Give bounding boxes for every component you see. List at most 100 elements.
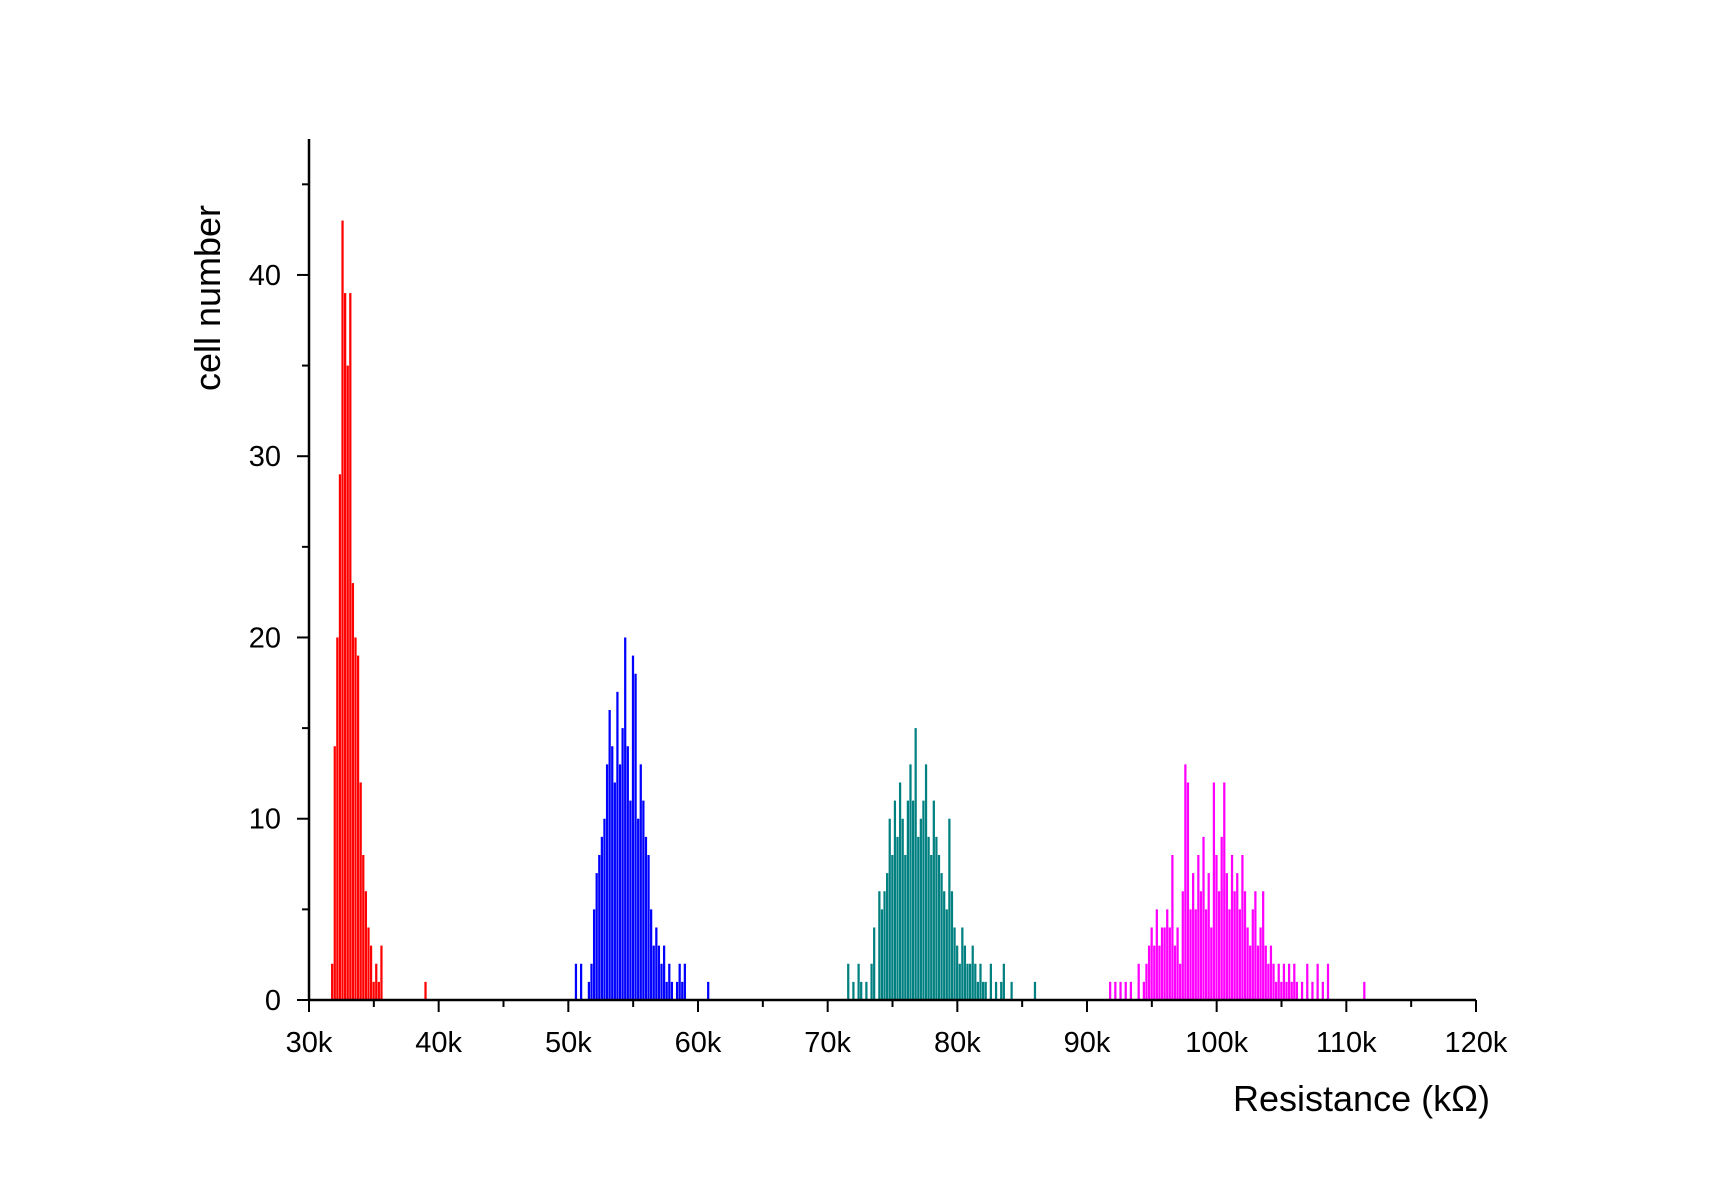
histogram-bar (631, 655, 635, 1000)
histogram-bar (1181, 891, 1184, 1000)
histogram-bar (1197, 854, 1200, 1000)
histogram-bar (1233, 891, 1236, 1000)
histogram-bar (961, 927, 964, 1000)
histogram-bar (1207, 873, 1210, 1000)
histogram-bar (883, 891, 886, 1000)
histogram-bar (1212, 782, 1216, 1000)
histogram-bar (969, 963, 972, 1000)
histogram-bar (662, 945, 666, 1000)
histogram-bar (590, 963, 593, 1000)
x-tick-label: 70k (804, 1027, 851, 1059)
histogram-bar (1306, 963, 1309, 1000)
histogram-bar (1142, 981, 1145, 1000)
histogram-bar (984, 981, 987, 1000)
histogram-bar (1033, 981, 1037, 1000)
histogram-bar (852, 981, 855, 1000)
histogram-bar (898, 782, 902, 1000)
histogram-bar (611, 746, 614, 1000)
histogram-bar (1168, 927, 1171, 1000)
histogram-bar (1259, 927, 1262, 1000)
histogram-bar (1205, 909, 1208, 1000)
histogram-bar (354, 637, 357, 1000)
histogram-bar (1215, 854, 1218, 1000)
histogram-bar (681, 981, 684, 1000)
x-tick-label: 80k (934, 1027, 981, 1059)
histogram-bar (981, 981, 985, 1000)
y-axis-title: cell number (187, 205, 228, 391)
x-tick-label: 50k (545, 1027, 592, 1059)
histogram-bar (1160, 927, 1164, 1000)
histogram-bar (1184, 764, 1187, 1000)
histogram-bar (873, 927, 876, 1000)
histogram-bar (917, 836, 920, 1000)
y-tick-label: 10 (249, 804, 281, 836)
histogram-bar (683, 963, 686, 1000)
histogram-bar (369, 945, 373, 1000)
histogram-bar (621, 728, 624, 1000)
histogram-bar (860, 981, 863, 1000)
histogram-bar (966, 963, 969, 1000)
histogram-bar (1272, 963, 1275, 1000)
x-axis-title: Resistance (kΩ) (1233, 1078, 1490, 1119)
histogram-bar (1285, 981, 1288, 1000)
histogram-bar (927, 836, 930, 1000)
histogram-bar (1267, 963, 1270, 1000)
histogram-bar (948, 818, 951, 1000)
histogram-bar (919, 818, 922, 1000)
histogram-bar (1295, 981, 1298, 1000)
histogram-bar (678, 963, 681, 1000)
histogram-bar (424, 981, 427, 1000)
histogram-bar (647, 854, 650, 1000)
histogram-bar (1300, 981, 1304, 1000)
histogram-bar (888, 818, 891, 1000)
histogram-bar (1277, 963, 1280, 1000)
histogram-bar (1163, 927, 1166, 1000)
histogram-bar (362, 854, 365, 1000)
series-0 (331, 220, 427, 1001)
histogram-bar (341, 220, 344, 1000)
histogram-bar (878, 891, 881, 1000)
histogram-bar (634, 673, 637, 1000)
histogram-bar (1238, 909, 1241, 1000)
histogram-bar (914, 728, 917, 1000)
histogram-bar (1223, 782, 1226, 1000)
histogram-bar (1210, 927, 1213, 1000)
histogram-bar (857, 963, 860, 1000)
histogram-bar (1249, 945, 1252, 1000)
histogram-bar (1290, 981, 1293, 1000)
histogram-bar (1192, 873, 1195, 1000)
histogram-bar (1166, 909, 1169, 1000)
histogram-bar (600, 836, 603, 1000)
histogram-bar (971, 945, 974, 1000)
histogram-bar (893, 800, 897, 1000)
histogram-bar (1150, 927, 1153, 1000)
x-axis-ticks: 30k 40k 50k 60k 70k 80k 90k 100k 110k 120k (286, 1000, 1508, 1059)
histogram-bar (598, 854, 601, 1000)
histogram-bar (707, 981, 710, 1000)
histogram-bar (886, 873, 889, 1000)
histogram-bar (652, 945, 655, 1000)
histogram-bar (1293, 963, 1296, 1000)
histogram-bar (1254, 891, 1257, 1000)
histogram-bar (870, 963, 873, 1000)
histogram-bar (904, 854, 907, 1000)
histogram-bar (974, 963, 977, 1000)
histogram-bar (1145, 963, 1148, 1000)
histogram-bar (1220, 836, 1223, 1000)
histogram-bar (1199, 891, 1203, 1000)
histogram-bar (650, 909, 653, 1000)
histogram-bar (608, 709, 611, 1000)
histogram-bar (1202, 836, 1205, 1000)
histogram-bar (1230, 854, 1234, 1000)
histogram-bar (1176, 927, 1179, 1000)
histogram-bar (1171, 854, 1174, 1000)
series-1 (574, 637, 710, 1000)
histogram-bar (922, 800, 925, 1000)
histogram-bar (1241, 854, 1244, 1000)
histogram-bar (1158, 945, 1161, 1000)
histogram-bar (1002, 963, 1005, 1000)
histogram-bar (331, 963, 334, 1000)
histogram-bar (603, 818, 606, 1000)
histogram-bar (891, 854, 894, 1000)
